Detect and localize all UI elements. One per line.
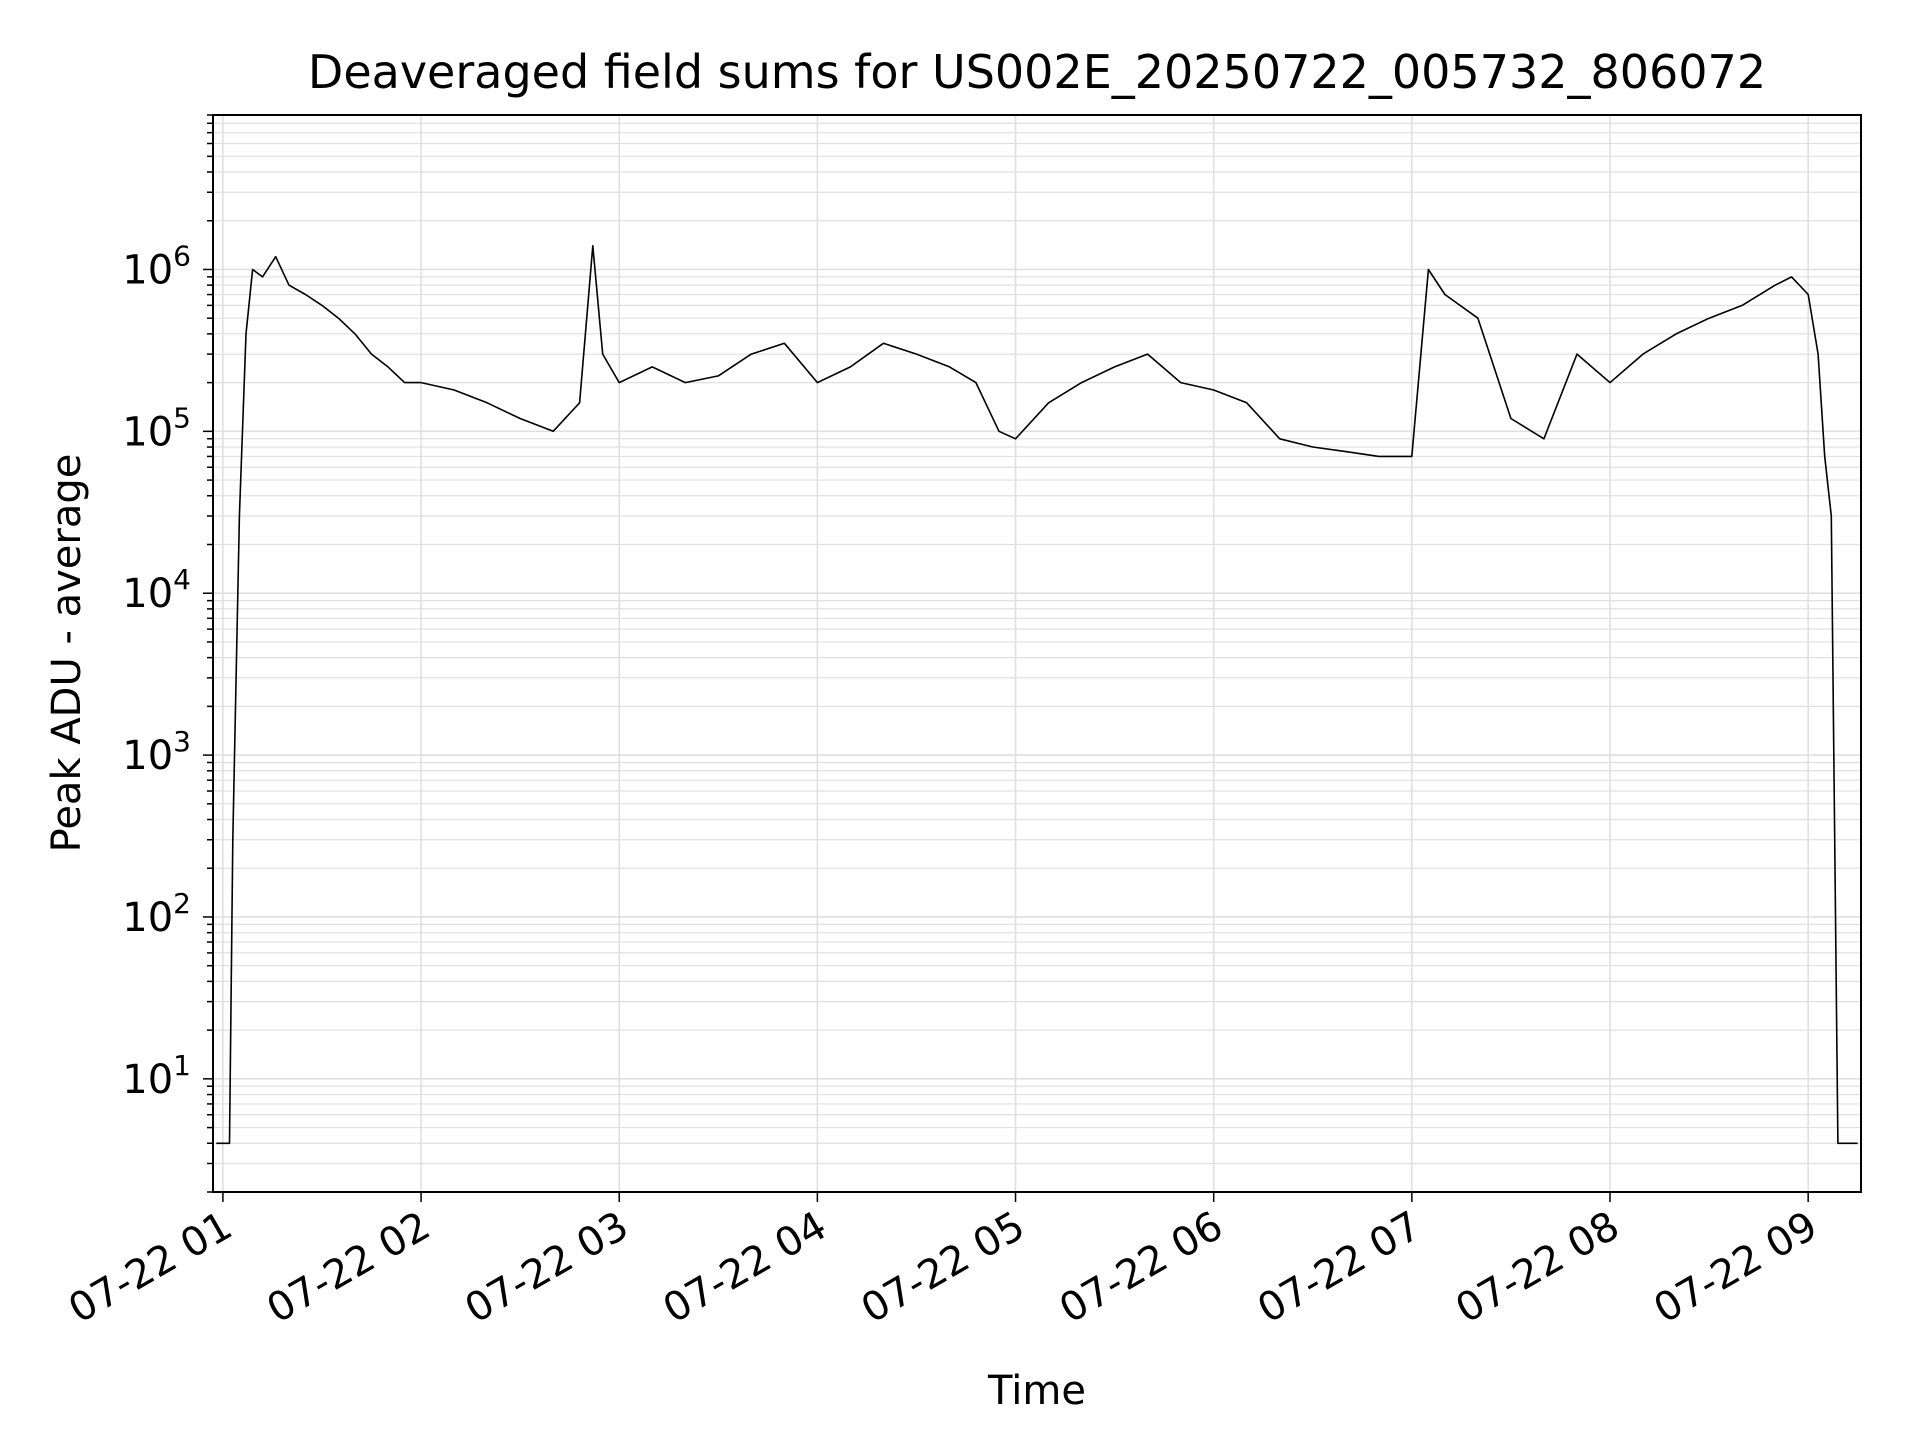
y-tick-label: 106 [122,239,191,293]
data-line-group [216,245,1858,1145]
chart-title: Deaveraged field sums for US002E_2025072… [308,45,1766,99]
y-tick-label: 101 [122,1049,191,1103]
y-axis-label: Peak ADU - average [44,454,90,853]
x-axis-label: Time [987,1368,1086,1414]
y-axis: 101 102 103 104 105 106 [122,114,213,1193]
y-tick-label: 103 [122,725,191,779]
y-tick-label: 102 [122,887,191,941]
y-tick-label: 104 [122,563,191,617]
y-tick-label: 105 [122,401,191,455]
data-line [216,245,1858,1145]
grid [213,114,1861,1193]
plot-frame [212,114,1862,1193]
